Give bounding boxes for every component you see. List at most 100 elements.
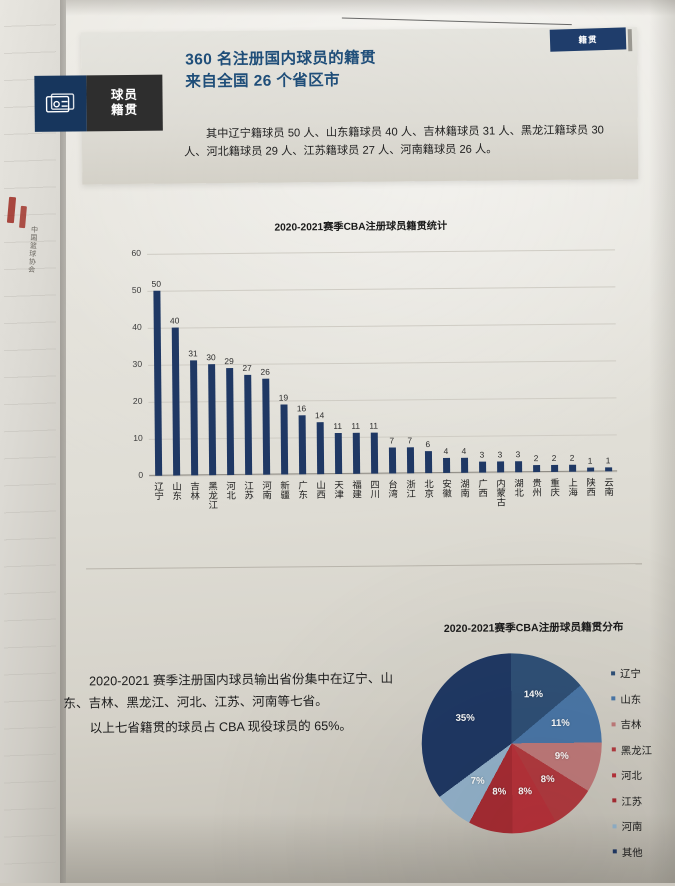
bar-value-label: 11 <box>351 421 360 431</box>
bar-item: 14 <box>309 252 329 474</box>
x-label-cell: 四川 <box>365 480 383 508</box>
x-axis-tick: 陕西 <box>585 478 595 506</box>
bar-value-label: 2 <box>552 453 557 463</box>
bar-item: 4 <box>453 251 473 473</box>
x-label-cell: 吉林 <box>185 481 203 509</box>
x-label-cell: 台湾 <box>383 479 401 507</box>
bar <box>569 464 576 471</box>
bar <box>190 361 198 476</box>
bar-value-label: 19 <box>279 392 288 402</box>
bar-value-label: 7 <box>389 436 394 446</box>
x-label-cell: 黑龙江 <box>203 481 221 509</box>
pie-slice-label: 14% <box>521 689 545 700</box>
id-card-icon <box>34 75 87 131</box>
bar <box>388 448 395 474</box>
x-axis-tick: 河南 <box>261 481 271 509</box>
bar <box>605 468 612 472</box>
bar-value-label: 3 <box>516 449 521 459</box>
bar-value-label: 29 <box>224 356 233 366</box>
bar <box>334 433 341 474</box>
x-label-cell: 辽宁 <box>149 482 167 510</box>
x-label-cell: 湖南 <box>455 479 473 507</box>
x-axis-tick: 云南 <box>603 477 613 505</box>
legend-item: 山东 <box>611 690 673 706</box>
x-label-cell: 重庆 <box>545 478 563 506</box>
bar-item: 19 <box>273 252 293 474</box>
bar-item: 7 <box>399 251 419 473</box>
bar-value-label: 4 <box>462 446 467 456</box>
x-axis-tick: 江苏 <box>243 481 253 509</box>
bar-value-label: 27 <box>242 363 251 373</box>
bar-value-label: 1 <box>588 456 593 466</box>
pie-slice-label: 35% <box>453 713 477 724</box>
x-label-cell: 上海 <box>563 478 581 506</box>
bar-value-label: 3 <box>498 449 503 459</box>
x-axis-tick: 山东 <box>171 482 181 510</box>
lower-paragraphs: 2020-2021 赛季注册国内球员输出省份集中在辽宁、山东、吉林、黑龙江、河北… <box>63 667 394 741</box>
x-label-cell: 河北 <box>221 481 239 509</box>
pie-legend: 辽宁山东吉林黑龙江河北江苏河南其他 <box>611 665 675 870</box>
bar-value-label: 16 <box>297 403 306 413</box>
x-label-cell: 新疆 <box>275 480 293 508</box>
bar <box>226 368 234 475</box>
pie-slice-label: 8% <box>513 786 537 797</box>
section-tab-label: 籍贯 <box>578 33 597 46</box>
x-label-cell: 陕西 <box>581 477 599 505</box>
bar-item: 1 <box>597 249 617 471</box>
page-title: 360 名注册国内球员的籍贯 来自全国 26 个省区市 <box>185 46 565 95</box>
bar-item: 30 <box>201 253 221 475</box>
bar-item: 26 <box>255 253 275 475</box>
bar-item: 27 <box>237 253 257 475</box>
legend-item: 吉林 <box>611 716 673 732</box>
badge-line-1: 球员 <box>111 88 138 103</box>
legend-label: 河南 <box>621 818 642 833</box>
x-label-cell: 安徽 <box>437 479 455 507</box>
pie-slice-label: 8% <box>536 774 560 785</box>
bar-value-label: 6 <box>425 439 430 449</box>
legend-label: 江苏 <box>621 793 642 808</box>
x-axis-tick: 天津 <box>333 480 343 508</box>
bar <box>316 422 323 474</box>
y-axis-tick: 10 <box>115 433 143 443</box>
x-axis-tick: 四川 <box>369 480 379 508</box>
legend-label: 其他 <box>622 844 643 859</box>
bar <box>406 447 413 473</box>
bar-value-label: 31 <box>188 349 197 359</box>
bar-item: 4 <box>435 251 455 473</box>
legend-label: 河北 <box>621 767 642 782</box>
bar-item: 16 <box>291 252 311 474</box>
x-axis-tick: 台湾 <box>387 479 397 507</box>
bar-value-label: 4 <box>444 446 449 456</box>
x-axis-tick: 湖北 <box>513 478 523 506</box>
x-label-cell: 福建 <box>347 480 365 508</box>
x-axis-tick: 黑龙江 <box>207 481 217 509</box>
bar-value-label: 50 <box>152 279 161 289</box>
bar-value-label: 1 <box>606 456 611 466</box>
x-label-cell: 湖北 <box>509 478 527 506</box>
legend-item: 河北 <box>612 767 674 783</box>
section-badge: 球员 籍贯 <box>34 75 163 132</box>
legend-label: 黑龙江 <box>621 741 652 756</box>
bar-value-label: 26 <box>260 366 269 376</box>
x-axis-tick: 河北 <box>225 481 235 509</box>
pie-slice-label: 11% <box>548 718 572 729</box>
x-axis-labels: 辽宁山东吉林黑龙江河北江苏河南新疆广东山西天津福建四川台湾浙江北京安徽湖南广西内… <box>149 477 617 510</box>
x-label-cell: 河南 <box>257 481 275 509</box>
x-label-cell: 内蒙古 <box>491 478 509 506</box>
bar-item: 29 <box>219 253 239 475</box>
bar <box>208 364 216 475</box>
bar-value-label: 7 <box>407 435 412 445</box>
legend-item: 江苏 <box>612 792 674 808</box>
x-axis-tick: 贵州 <box>531 478 541 506</box>
legend-swatch <box>611 696 615 700</box>
pie-chart: 14%11%9%8%8%8%7%35% <box>421 652 603 844</box>
bar <box>262 378 270 474</box>
x-label-cell: 江苏 <box>239 481 257 509</box>
x-label-cell: 北京 <box>419 479 437 507</box>
y-axis-tick: 60 <box>113 248 141 258</box>
bar-value-label: 2 <box>534 453 539 463</box>
legend-swatch <box>613 849 617 853</box>
x-label-cell: 天津 <box>329 480 347 508</box>
